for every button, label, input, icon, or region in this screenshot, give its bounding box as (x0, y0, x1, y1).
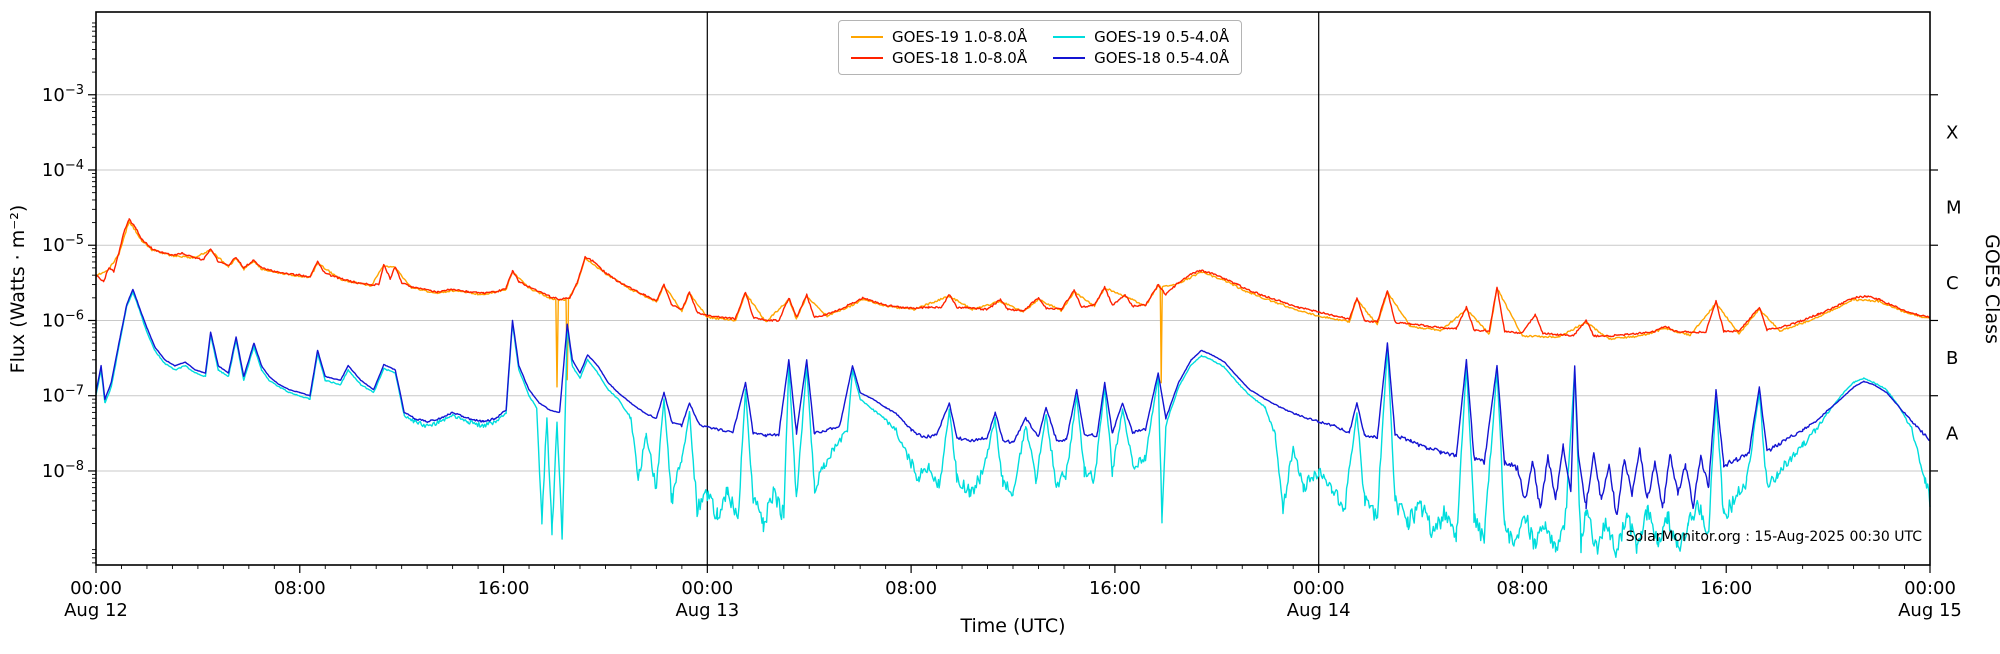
watermark: SolarMonitor.org : 15-Aug-2025 00:30 UTC (1625, 529, 1922, 545)
legend-item-goes18-long: GOES-18 1.0-8.0Å (851, 49, 1027, 67)
legend-swatch-goes19-short (1053, 36, 1086, 38)
x-date-label: Aug 15 (1898, 600, 1962, 621)
x-tick-label: 08:00 (274, 578, 326, 599)
x-date-label: Aug 12 (64, 600, 128, 621)
legend-label-goes19-short: GOES-19 0.5-4.0Å (1094, 28, 1230, 46)
x-tick-label: 16:00 (478, 578, 530, 599)
goes-class-axis-label: GOES Class (1981, 234, 2000, 344)
x-tick-label: 08:00 (1497, 578, 1549, 599)
goes-class-label-A: A (1946, 423, 1959, 444)
series-line-3 (95, 288, 1931, 515)
y-tick-label: 10−5 (42, 233, 84, 256)
y-tick-label: 10−7 (42, 384, 84, 407)
legend-label-goes18-short: GOES-18 0.5-4.0Å (1094, 49, 1230, 67)
series-line-1 (95, 218, 1931, 338)
x-tick-label: 00:00 (70, 578, 122, 599)
legend-label-goes18-long: GOES-18 1.0-8.0Å (892, 49, 1028, 67)
y-tick-label: 10−8 (42, 459, 84, 482)
legend-item-goes19-long: GOES-19 1.0-8.0Å (851, 28, 1027, 46)
series-layer (95, 218, 1931, 558)
y-tick-label: 10−4 (42, 158, 84, 181)
x-date-label: Aug 13 (675, 600, 739, 621)
legend-swatch-goes18-short (1053, 57, 1086, 59)
y-tick-label: 10−6 (42, 308, 84, 331)
goes-class-label-C: C (1946, 273, 1959, 294)
legend-item-goes19-short: GOES-19 0.5-4.0Å (1053, 28, 1229, 46)
legend-swatch-goes18-long (851, 57, 883, 59)
legend-swatch-goes19-long (851, 36, 883, 38)
legend: GOES-19 1.0-8.0Å GOES-18 1.0-8.0Å GOES-1… (838, 20, 1243, 75)
legend-item-goes18-short: GOES-18 0.5-4.0Å (1053, 49, 1229, 67)
series-line-0 (95, 220, 1931, 388)
x-tick-label: 16:00 (1089, 578, 1141, 599)
y-tick-label: 10−3 (42, 83, 84, 106)
axis-layer: 10−3 10−4 10−5 10−6 10−7 10−8 00:00 08:00 16:00 0… (42, 11, 1962, 621)
goes-class-label-X: X (1946, 122, 1958, 143)
x-date-label: Aug 14 (1287, 600, 1351, 621)
grid-layer (96, 12, 1930, 565)
x-tick-label: 00:00 (1293, 578, 1345, 599)
legend-label-goes19-long: GOES-19 1.0-8.0Å (892, 28, 1028, 46)
x-tick-label: 00:00 (1904, 578, 1956, 599)
x-tick-label: 16:00 (1700, 578, 1752, 599)
x-axis-label: Time (UTC) (959, 615, 1065, 637)
goes-class-label-B: B (1946, 348, 1958, 369)
x-tick-label: 08:00 (885, 578, 937, 599)
goes-class-label-M: M (1946, 198, 1962, 219)
y-axis-label: Flux (Watts · m⁻²) (7, 205, 29, 374)
x-tick-label: 00:00 (681, 578, 733, 599)
